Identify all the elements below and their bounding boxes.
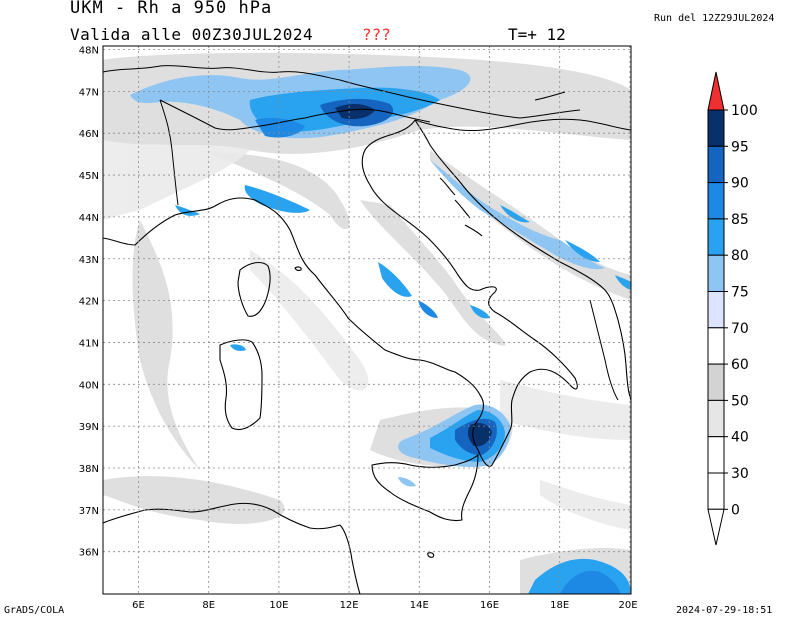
lat-label: 37N bbox=[79, 506, 99, 517]
colorbar-label: 80 bbox=[731, 248, 749, 264]
island-elba bbox=[294, 266, 302, 271]
colorbar-segment bbox=[707, 109, 725, 147]
lon-label: 8E bbox=[202, 600, 215, 611]
colorbar-label: 50 bbox=[731, 393, 749, 409]
coastline-italy-west bbox=[103, 119, 578, 467]
software-credit: GrADS/COLA bbox=[4, 605, 65, 616]
border-italy-swiss bbox=[159, 99, 431, 131]
colorbar-segment bbox=[707, 145, 725, 184]
lat-label: 38N bbox=[79, 464, 99, 475]
lat-label: 40N bbox=[79, 380, 99, 391]
lon-label: 14E bbox=[410, 600, 429, 611]
colorbar-segment bbox=[707, 399, 725, 438]
coastline-alps-lake-1 bbox=[534, 91, 566, 101]
coastline-north-africa bbox=[103, 502, 361, 594]
lat-label: 42N bbox=[79, 297, 99, 308]
validity-time: Valida alle 00Z30JUL2024 bbox=[70, 25, 314, 44]
coastline-sardinia bbox=[219, 339, 263, 431]
longitude-labels: 6E 8E 10E 12E 14E 16E 18E 20E bbox=[132, 600, 637, 611]
status-flag: ??? bbox=[362, 25, 391, 44]
lat-label: 45N bbox=[79, 171, 99, 182]
lat-label: 47N bbox=[79, 87, 99, 98]
generation-timestamp: 2024-07-29-18:51 bbox=[676, 605, 773, 616]
colorbar-segment bbox=[707, 327, 725, 365]
lat-label: 43N bbox=[79, 255, 99, 266]
colorbar-segment bbox=[707, 254, 725, 292]
colorbar-segment bbox=[707, 436, 725, 474]
islands-dalmatia bbox=[439, 177, 483, 237]
coastline-corsica bbox=[237, 261, 271, 317]
colorbar-underflow-triangle bbox=[707, 508, 725, 546]
colorbar: 100 95 90 85 80 75 70 60 50 40 30 0 bbox=[707, 71, 758, 546]
lat-label: 41N bbox=[79, 338, 99, 349]
map-area bbox=[103, 46, 631, 594]
run-label: Run del 12Z29JUL2024 bbox=[654, 13, 775, 24]
lon-label: 16E bbox=[480, 600, 499, 611]
lat-label: 36N bbox=[79, 548, 99, 559]
forecast-step: T=+ 12 bbox=[508, 25, 566, 44]
borders bbox=[103, 65, 631, 401]
colorbar-label: 30 bbox=[731, 466, 749, 482]
colorbar-label: 70 bbox=[731, 321, 749, 337]
colorbar-overflow-triangle bbox=[707, 71, 725, 111]
humidity-field-light-grey bbox=[103, 140, 631, 530]
border-slovenia-croatia bbox=[414, 118, 631, 131]
colorbar-label: 60 bbox=[731, 357, 749, 373]
lon-label: 10E bbox=[269, 600, 288, 611]
colorbar-label: 75 bbox=[731, 285, 749, 301]
lat-label: 39N bbox=[79, 422, 99, 433]
map-frame bbox=[102, 45, 632, 595]
colorbar-segment bbox=[707, 291, 725, 329]
chart-title: UKM - Rh a 950 hPa bbox=[70, 0, 273, 18]
lon-label: 12E bbox=[340, 600, 359, 611]
border-balkans bbox=[589, 299, 619, 401]
colorbar-label: 95 bbox=[731, 139, 749, 155]
lat-label: 44N bbox=[79, 213, 99, 224]
border-france-italy bbox=[159, 99, 179, 206]
lon-label: 6E bbox=[132, 600, 145, 611]
lon-label: 20E bbox=[618, 600, 637, 611]
colorbar-label: 100 bbox=[731, 103, 758, 119]
coastline-sicily bbox=[371, 454, 479, 522]
colorbar-segment bbox=[707, 218, 725, 256]
latitude-labels: 48N 47N 46N 45N 44N 43N 42N 41N 40N 39N 38N 37N 36N bbox=[79, 46, 99, 559]
graticule bbox=[103, 46, 631, 594]
colorbar-segment bbox=[707, 182, 725, 220]
colorbar-segment bbox=[707, 472, 725, 510]
lat-label: 48N bbox=[79, 46, 99, 57]
colorbar-label: 40 bbox=[731, 430, 749, 446]
colorbar-label: 0 bbox=[731, 502, 740, 518]
lat-label: 46N bbox=[79, 129, 99, 140]
colorbar-label: 85 bbox=[731, 212, 749, 228]
lon-label: 18E bbox=[550, 600, 569, 611]
island-malta bbox=[427, 552, 435, 558]
colorbar-segment bbox=[707, 363, 725, 401]
colorbar-label: 90 bbox=[731, 176, 749, 192]
humidity-field-blue bbox=[130, 65, 631, 594]
border-alps bbox=[103, 65, 581, 119]
